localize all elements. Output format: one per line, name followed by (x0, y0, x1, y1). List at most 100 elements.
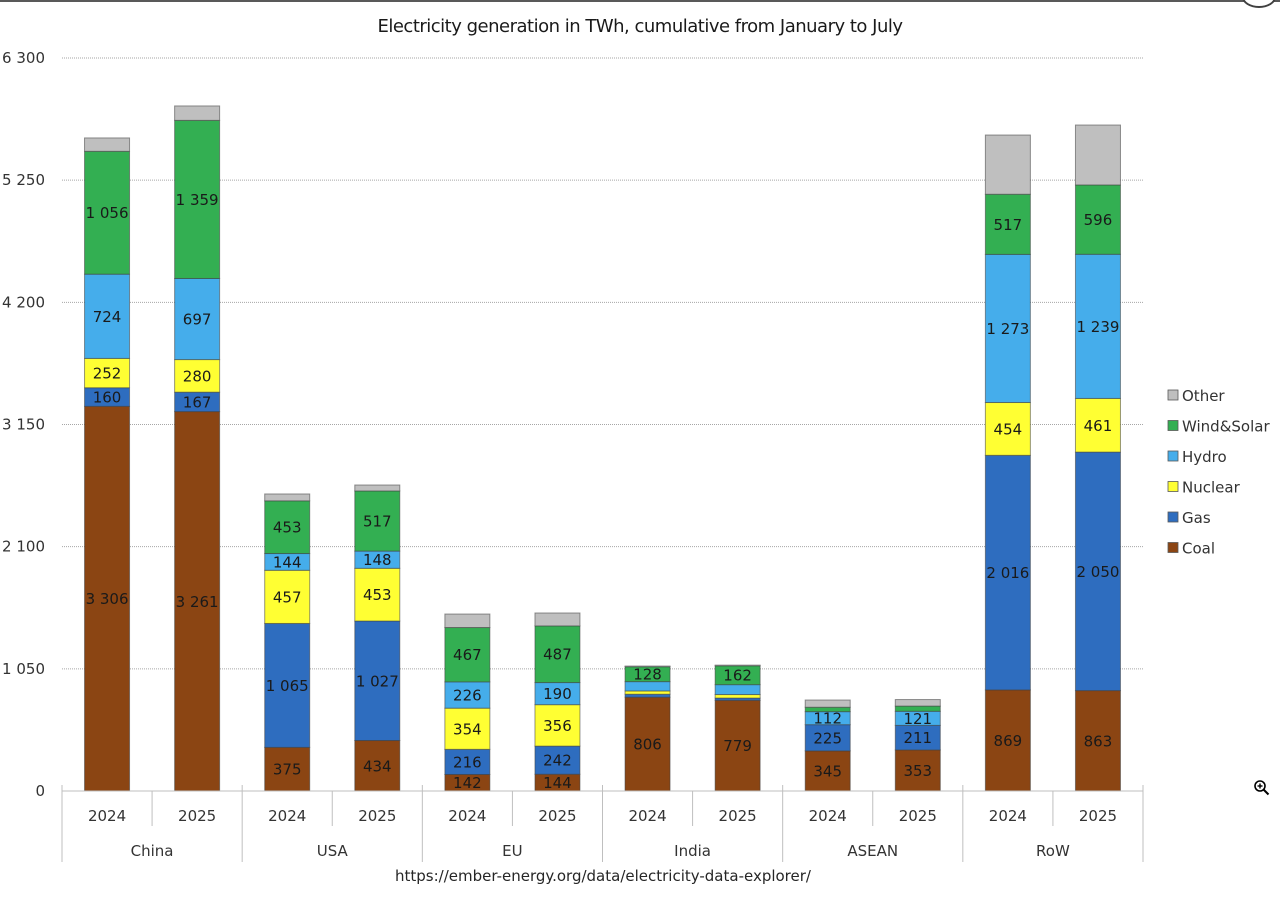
bar-segment-windsolar (174, 119, 221, 279)
bar-stack: 779 162 (714, 664, 761, 792)
legend-item[interactable]: Nuclear (1167, 479, 1241, 497)
data-label: 167 (183, 393, 212, 411)
bar-segment-coal (804, 750, 851, 792)
bar-segment-coal (174, 411, 221, 792)
chart-title: Electricity generation in TWh, cumulativ… (377, 16, 903, 37)
bar-segment-coal (714, 699, 761, 792)
bar-segment-coal (1074, 690, 1121, 792)
legend-item[interactable]: Gas (1167, 509, 1211, 527)
bar-stack: 375 1 065 457 144 453 (264, 493, 311, 792)
bar-segment-nuclear (534, 704, 581, 747)
bar-segment-windsolar (354, 490, 401, 552)
bar-segment-coal (984, 689, 1031, 792)
bar-segment-hydro (1074, 253, 1121, 399)
data-label: 242 (543, 752, 572, 770)
data-label: 3 261 (176, 593, 219, 611)
bar-segment-other (894, 699, 941, 707)
bar-segment-hydro (84, 273, 131, 359)
bar-stack: 144 242 356 190 487 (534, 612, 581, 792)
data-label: 457 (273, 588, 302, 606)
data-label: 144 (543, 774, 572, 792)
legend-swatch (1167, 542, 1179, 553)
x-tick-label: 2025 (899, 807, 937, 825)
x-tick-label: 2025 (719, 807, 757, 825)
data-label: 806 (633, 736, 662, 754)
y-axis-ticks: 0 1 050 2 100 3 150 4 200 5 250 6 300 (2, 49, 45, 800)
bar-segment-nuclear (174, 359, 221, 393)
x-tick-label: 2025 (178, 807, 216, 825)
data-label: 252 (93, 365, 122, 383)
bar-segment-nuclear (354, 567, 401, 622)
legend-item[interactable]: Wind&Solar (1167, 418, 1270, 436)
legend-swatch (1167, 389, 1179, 401)
data-label: 216 (453, 753, 482, 771)
data-label: 467 (453, 646, 482, 664)
bar-segment-gas (1074, 451, 1121, 692)
bar-segment-windsolar (534, 625, 581, 684)
bar-segment-gas (894, 724, 941, 751)
gridlines (62, 57, 1143, 670)
bar-segment-coal (84, 405, 131, 792)
data-label: 869 (994, 732, 1023, 750)
source-url: https://ember-energy.org/data/electricit… (395, 867, 812, 885)
x-tick-label: 2024 (268, 807, 306, 825)
data-label: 211 (903, 729, 932, 747)
bar-segment-gas (444, 748, 491, 775)
bar-segment-windsolar (804, 706, 851, 713)
bar-segment-nuclear (984, 402, 1031, 456)
data-label: 356 (543, 717, 572, 735)
bars: 3 306 160 252 724 1 056 3 261 167 280 697 1 359 37… (84, 105, 1121, 792)
bar-segment-windsolar (84, 150, 131, 275)
bar-stack: 806 128 (624, 665, 671, 792)
data-label: 863 (1084, 732, 1113, 750)
group-label: RoW (1036, 842, 1070, 860)
window-top-border (0, 0, 1280, 2)
bar-stack: 863 2 050 461 1 239 596 (1074, 124, 1121, 792)
bar-segment-hydro (174, 277, 221, 361)
legend-label: Hydro (1182, 448, 1227, 466)
data-label: 1 273 (986, 320, 1029, 338)
x-tick-label: 2025 (358, 807, 396, 825)
bar-segment-nuclear (714, 694, 761, 699)
legend-swatch (1167, 420, 1179, 431)
x-tick-label: 2024 (989, 807, 1027, 825)
bar-segment-windsolar (1074, 184, 1121, 255)
bar-stack: 434 1 027 453 148 517 (354, 484, 401, 792)
legend-item[interactable]: Other (1167, 387, 1225, 405)
legend-swatch (1167, 511, 1179, 523)
legend-item[interactable]: Coal (1167, 540, 1215, 558)
data-label: 345 (813, 762, 842, 780)
group-label: ASEAN (847, 842, 898, 860)
data-label: 487 (543, 646, 572, 664)
legend-label: Wind&Solar (1182, 418, 1270, 436)
data-label: 160 (93, 389, 122, 407)
bar-segment-other (984, 134, 1031, 195)
legend-item[interactable]: Hydro (1167, 448, 1227, 466)
bar-segment-nuclear (1074, 397, 1121, 453)
data-label: 226 (453, 687, 482, 705)
bar-segment-other (264, 493, 311, 502)
legend: Other Wind&Solar Hydro Nuclear Gas Coal (1167, 387, 1270, 558)
data-label: 454 (994, 420, 1023, 438)
bar-segment-gas (984, 454, 1031, 691)
bar-segment-other (444, 613, 491, 629)
data-label: 724 (93, 308, 122, 326)
legend-label: Nuclear (1182, 479, 1241, 497)
data-label: 1 027 (356, 672, 399, 690)
data-label: 190 (543, 685, 572, 703)
group-label: USA (317, 842, 349, 860)
bar-segment-gas (804, 724, 851, 752)
bar-segment-windsolar (984, 193, 1031, 255)
data-label: 375 (273, 761, 302, 779)
bar-stack: 3 306 160 252 724 1 056 (84, 137, 131, 792)
data-label: 1 056 (86, 204, 129, 222)
y-tick-label: 1 050 (2, 660, 45, 678)
legend-label: Coal (1182, 540, 1215, 558)
y-tick-label: 6 300 (2, 49, 45, 67)
data-label: 1 239 (1076, 318, 1119, 336)
legend-swatch (1167, 481, 1179, 492)
bar-segment-windsolar (894, 705, 941, 712)
